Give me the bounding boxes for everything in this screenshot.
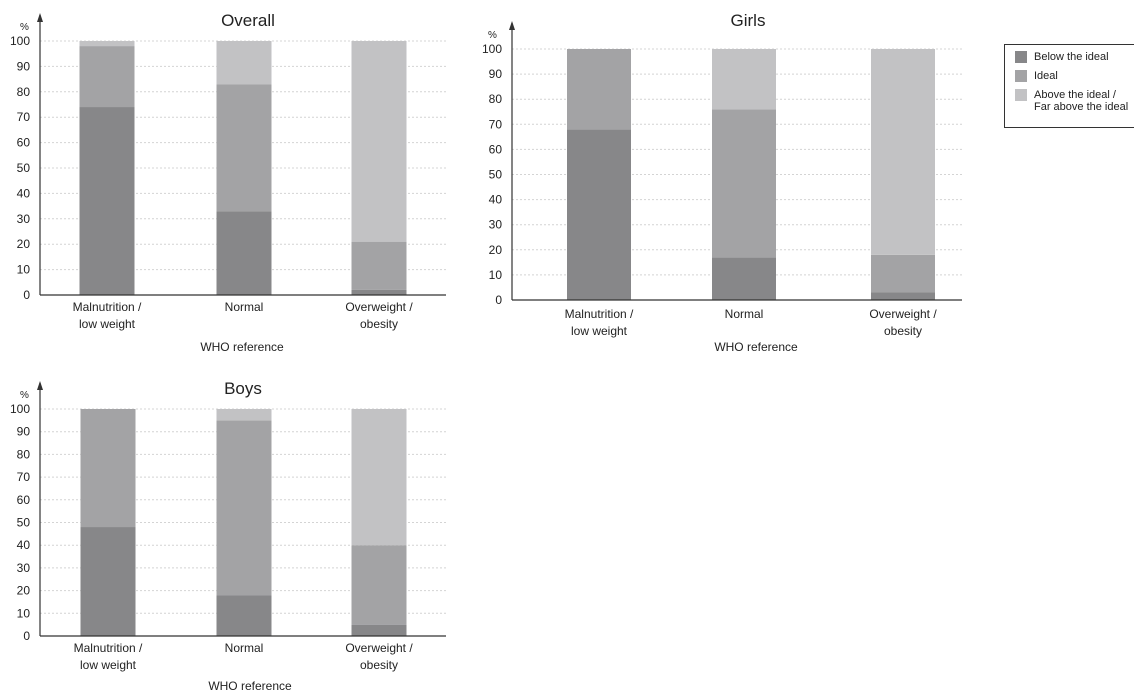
x-tick-label: Malnutrition / low weight [74,641,143,672]
legend-item-below: Below the ideal [1015,51,1134,63]
y-tick-label: 70 [17,110,31,124]
bar-segment-ideal-overweight [351,241,407,290]
bar-segment-above-normal [712,49,776,110]
chart-panel-boys: 0 10 20 30 40 50 60 70 80 90 100% Boys Malnutrition … [10,379,446,691]
y-tick-label: 70 [489,117,503,131]
y-tick-label: 40 [17,538,31,552]
y-tick-label: 10 [489,268,503,282]
y-tick-label: 0 [23,288,30,302]
legend-label-below: Below the ideal [1034,51,1109,63]
y-tick-label: 100 [10,34,30,48]
y-axis-label: % [488,30,497,41]
y-tick-label: 90 [17,425,31,439]
y-tick-label: 30 [489,218,503,232]
y-tick-label: 100 [482,42,502,56]
x-tick-label: Overweight / obesity [345,300,413,331]
bar-segment-ideal-overweight [351,545,407,625]
chart-title: Girls [731,11,766,30]
y-tick-label: 50 [17,516,31,530]
bar-segment-ideal-malnutrition [567,49,631,130]
chart-panel-overall: 0 10 20 30 40 50 60 70 80 90 100% Overall Malnutriti… [10,11,446,354]
y-tick-label: 20 [17,237,31,251]
x-tick-label: Malnutrition / low weight [565,307,634,338]
x-tick-label: Overweight / obesity [869,307,937,338]
y-tick-label: 40 [489,193,503,207]
bar-segment-below-overweight [351,289,407,295]
bar-segment-ideal-overweight [871,254,935,293]
y-tick-label: 40 [17,186,31,200]
y-tick-label: 20 [489,243,503,257]
y-tick-label: 60 [489,142,503,156]
x-tick-label: Malnutrition / low weight [73,300,142,331]
y-tick-label: 30 [17,212,31,226]
legend-label-ideal: Ideal [1034,70,1058,82]
bar-segment-above-overweight [351,409,407,546]
chart-panel-girls: 0 10 20 30 40 50 60 70 80 90 100% Girls Malnutrition… [482,11,962,354]
y-tick-label: 60 [17,136,31,150]
bar-segment-ideal-normal [216,84,272,212]
legend-swatch-below [1015,51,1027,63]
bar-segment-ideal-malnutrition [80,409,136,528]
legend-item-above: Above the ideal / Far above the ideal [1015,89,1134,113]
bar-segment-above-normal [216,409,272,421]
y-tick-label: 10 [17,606,31,620]
x-tick-label: Overweight / obesity [345,641,413,672]
bar-segment-above-overweight [871,49,935,255]
y-axis-arrow [509,21,515,30]
y-tick-label: 70 [17,470,31,484]
x-axis-label: WHO reference [208,679,292,691]
legend-item-ideal: Ideal [1015,70,1134,82]
y-tick-label: 90 [489,67,503,81]
x-axis-label: WHO reference [714,340,798,354]
legend-label-above: Above the ideal / Far above the ideal [1034,89,1129,113]
y-tick-label: 80 [17,447,31,461]
y-tick-label: 30 [17,561,31,575]
bar-segment-below-normal [712,257,776,300]
bar-segment-ideal-normal [216,420,272,596]
y-tick-label: 60 [17,493,31,507]
chart-title: Boys [224,379,262,398]
chart-title: Overall [221,11,275,30]
y-tick-label: 100 [10,402,30,416]
y-tick-label: 20 [17,584,31,598]
bar-segment-below-malnutrition [567,129,631,300]
legend-swatch-above [1015,89,1027,101]
bar-segment-above-overweight [351,41,407,242]
y-tick-label: 90 [17,59,31,73]
bar-segment-above-malnutrition [79,41,135,47]
legend: Below the ideal Ideal Above the ideal / … [1004,44,1134,128]
y-axis-label: % [20,390,29,401]
bar-segment-below-malnutrition [79,107,135,295]
y-axis-label: % [20,22,29,33]
y-tick-label: 0 [23,629,30,643]
y-tick-label: 80 [489,92,503,106]
bar-segment-below-normal [216,211,272,295]
y-tick-label: 0 [495,293,502,307]
x-axis-label: WHO reference [200,340,284,354]
bar-segment-below-overweight [351,624,407,636]
y-axis-arrow [37,13,43,22]
y-axis-arrow [37,381,43,390]
y-tick-label: 50 [489,168,503,182]
y-tick-label: 50 [17,161,31,175]
y-tick-label: 80 [17,85,31,99]
legend-swatch-ideal [1015,70,1027,82]
bar-segment-below-normal [216,595,272,636]
bar-segment-ideal-malnutrition [79,46,135,108]
bar-segment-above-normal [216,41,272,85]
y-tick-label: 10 [17,263,31,277]
x-tick-label: Normal [225,300,264,314]
bar-segment-below-overweight [871,292,935,300]
bar-segment-ideal-normal [712,109,776,258]
bar-segment-below-malnutrition [80,527,136,636]
x-tick-label: Normal [725,307,764,321]
x-tick-label: Normal [225,641,264,655]
